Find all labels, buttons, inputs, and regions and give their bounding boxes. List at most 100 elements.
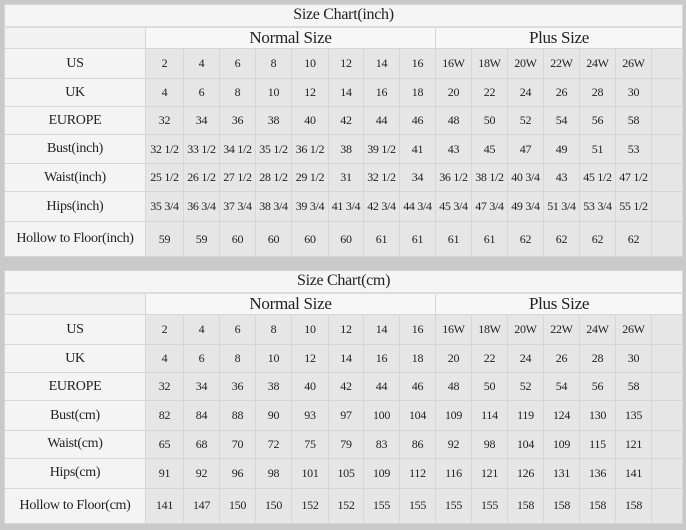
size-cell: 2	[145, 314, 184, 346]
size-cell: 116	[435, 457, 472, 489]
size-cell: 35 3/4	[145, 191, 184, 222]
size-cell: 14	[328, 78, 364, 107]
size-cell: 104	[507, 429, 544, 459]
size-cell: 12	[291, 344, 329, 374]
size-cell: 22W	[543, 48, 580, 79]
size-cell: 43	[435, 134, 472, 164]
size-cell: 28 1/2	[255, 163, 292, 192]
chart-title: Size Chart(cm)	[3, 269, 684, 294]
size-cell: 42	[328, 372, 364, 402]
size-cell: 30	[615, 78, 652, 107]
size-cell: 158	[543, 487, 580, 525]
group-plus-size: Plus Size	[434, 292, 684, 316]
size-cell: 40 3/4	[507, 163, 544, 192]
size-cell: 79	[328, 429, 364, 459]
group-normal-size: Normal Size	[145, 26, 436, 49]
size-cell: 16	[399, 48, 436, 79]
size-cell: 40	[291, 106, 329, 135]
size-cell: 109	[363, 457, 400, 489]
size-cell: 47	[507, 134, 544, 164]
size-cell: 88	[219, 400, 256, 431]
size-cell: 52	[507, 372, 544, 402]
size-cell: 60	[219, 221, 256, 257]
size-cell: 61	[435, 221, 472, 257]
size-cell: 33 1/2	[183, 134, 220, 164]
row-label: EUROPE	[4, 106, 146, 135]
size-cell: 59	[183, 221, 220, 257]
size-cell: 37 3/4	[219, 191, 256, 222]
size-cell: 98	[255, 457, 292, 489]
size-cell: 8	[219, 78, 256, 107]
size-cell: 60	[255, 221, 292, 257]
size-cell: 18W	[471, 314, 508, 346]
size-cell: 86	[399, 429, 436, 459]
size-cell: 24W	[579, 48, 616, 79]
size-cell: 75	[291, 429, 329, 459]
size-cell: 42	[328, 106, 364, 135]
table-row: Bust(inch) 32 1/2 33 1/2 34 1/2 35 1/2 36 1/2…	[4, 134, 683, 164]
table-row: UK 4 6 8 10 12 14 16 18 20 22 24 26 28 30	[4, 344, 684, 374]
size-cell: 41 3/4	[328, 191, 364, 222]
row-label: UK	[4, 78, 146, 107]
size-cell: 45 3/4	[435, 191, 472, 222]
size-cell: 152	[328, 487, 364, 525]
group-normal-size: Normal Size	[145, 292, 436, 316]
size-cell: 100	[363, 400, 400, 431]
row-label: Hollow to Floor(cm)	[4, 487, 146, 525]
size-cell: 26	[543, 344, 580, 374]
size-cell: 12	[328, 314, 364, 346]
size-cell: 38	[255, 106, 292, 135]
size-cell: 46	[399, 106, 436, 135]
table-row: Hips(inch) 35 3/4 36 3/4 37 3/4 38 3/4 39 3/4…	[4, 191, 683, 222]
size-cell: 36 1/2	[435, 163, 472, 192]
size-cell: 4	[183, 48, 220, 79]
size-cell: 6	[183, 78, 220, 107]
size-cell: 12	[328, 48, 364, 79]
size-cell: 24	[507, 78, 544, 107]
size-cell: 158	[615, 487, 652, 525]
size-cell: 38 1/2	[471, 163, 508, 192]
size-cell: 152	[291, 487, 329, 525]
size-cell: 43	[543, 163, 580, 192]
size-cell: 62	[615, 221, 652, 257]
table-row: UK 4 6 8 10 12 14 16 18 20 22 24 26 28 30	[4, 78, 683, 107]
size-cell: 34	[183, 106, 220, 135]
size-cell: 62	[543, 221, 580, 257]
size-cell: 32 1/2	[145, 134, 184, 164]
size-cell: 82	[145, 400, 184, 431]
row-label: UK	[4, 344, 146, 374]
size-cell: 70	[219, 429, 256, 459]
size-cell: 10	[255, 78, 292, 107]
size-cell: 36 3/4	[183, 191, 220, 222]
size-cell: 20	[435, 78, 472, 107]
table-row: Hollow to Floor(inch) 59 59 60 60 60 60 61 61 61 6…	[4, 221, 683, 257]
size-cell: 22	[471, 78, 508, 107]
table-row: Waist(inch) 25 1/2 26 1/2 27 1/2 28 1/2 29 1/…	[4, 163, 683, 192]
size-cell: 34 1/2	[219, 134, 256, 164]
size-cell: 44	[363, 106, 400, 135]
size-cell: 130	[579, 400, 616, 431]
empty-cell	[651, 48, 683, 79]
size-cell: 4	[145, 344, 184, 374]
size-cell: 4	[145, 78, 184, 107]
size-cell: 24W	[579, 314, 616, 346]
size-cell: 114	[471, 400, 508, 431]
size-cell: 47 1/2	[615, 163, 652, 192]
size-cell: 44	[363, 372, 400, 402]
size-cell: 68	[183, 429, 220, 459]
size-cell: 22W	[543, 314, 580, 346]
size-cell: 8	[255, 314, 292, 346]
size-cell: 39 1/2	[363, 134, 400, 164]
size-cell: 155	[363, 487, 400, 525]
size-cell: 34	[183, 372, 220, 402]
size-cell: 112	[399, 457, 436, 489]
size-cell: 45 1/2	[579, 163, 616, 192]
group-plus-size: Plus Size	[435, 26, 683, 49]
size-cell: 54	[543, 106, 580, 135]
size-cell: 98	[471, 429, 508, 459]
size-cell: 92	[183, 457, 220, 489]
size-cell: 45	[471, 134, 508, 164]
size-cell: 53	[615, 134, 652, 164]
table-row: EUROPE 32 34 36 38 40 42 44 46 48 50 52 54 56 58	[4, 106, 683, 135]
size-cell: 32	[145, 372, 184, 402]
